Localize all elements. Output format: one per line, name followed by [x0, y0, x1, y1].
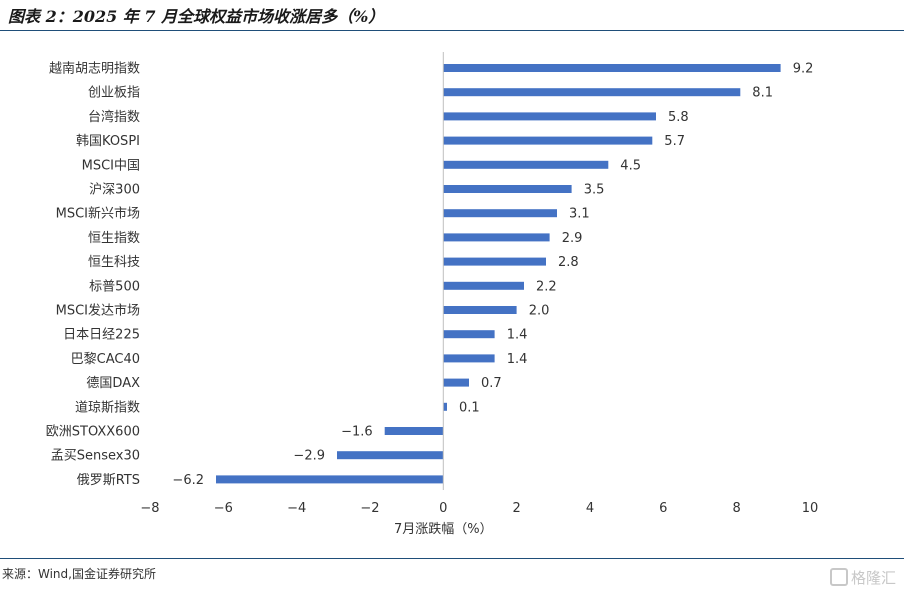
- x-tick-3: −2: [360, 501, 379, 516]
- x-tick-5: 2: [513, 501, 521, 516]
- x-tick-0: −8: [140, 501, 159, 516]
- category-label-2: 台湾指数: [88, 109, 140, 125]
- chart-title: 图表 2：2025 年 7 月全球权益市场收涨居多（%）: [8, 7, 385, 26]
- value-label-10: 2.0: [529, 304, 550, 319]
- x-tick-6: 4: [586, 501, 594, 516]
- bar-14: [443, 402, 447, 411]
- bar-0: [443, 64, 781, 72]
- bar-5: [443, 185, 572, 193]
- x-tick-8: 8: [733, 501, 741, 516]
- value-label-1: 8.1: [752, 86, 773, 101]
- bar-4: [443, 160, 609, 169]
- value-label-9: 2.2: [536, 279, 557, 294]
- category-label-1: 创业板指: [88, 86, 140, 101]
- category-label-15: 欧洲STOXX600: [46, 425, 140, 440]
- x-axis-title: 7月涨跌幅（%）: [394, 521, 493, 537]
- category-label-12: 巴黎CAC40: [71, 352, 140, 367]
- value-label-4: 4.5: [620, 158, 641, 173]
- category-label-5: 沪深300: [89, 182, 140, 198]
- value-label-6: 3.1: [569, 207, 590, 222]
- category-label-16: 孟买Sensex30: [51, 449, 140, 464]
- bar-10: [443, 306, 517, 314]
- value-label-17: −6.2: [172, 473, 204, 488]
- category-label-6: MSCI新兴市场: [56, 206, 140, 222]
- bar-13: [443, 378, 469, 387]
- x-tick-labels: −8 −6 −4 −2 0 2 4 6 8 10: [140, 501, 818, 516]
- watermark-logo-icon: [829, 568, 848, 586]
- top-rule: [0, 30, 904, 31]
- bar-16: [337, 451, 444, 460]
- category-label-17: 俄罗斯RTS: [77, 473, 140, 488]
- category-label-8: 恒生科技: [88, 255, 140, 270]
- bar-17: [216, 475, 444, 484]
- value-label-7: 2.9: [562, 231, 583, 246]
- value-label-2: 5.8: [668, 110, 689, 125]
- value-label-13: 0.7: [481, 376, 502, 391]
- value-label-14: 0.1: [459, 400, 480, 415]
- bar-15: [384, 427, 444, 435]
- x-tick-2: −4: [287, 501, 306, 516]
- category-label-13: 德国DAX: [86, 376, 140, 391]
- category-label-4: MSCI中国: [82, 158, 140, 173]
- bottom-rule: [0, 558, 904, 559]
- value-label-5: 3.5: [584, 183, 605, 198]
- bar-1: [443, 88, 741, 97]
- category-label-10: MSCI发达市场: [56, 303, 140, 319]
- category-label-14: 道琼斯指数: [75, 400, 140, 415]
- value-labels: 9.28.15.85.74.53.53.12.92.82.22.01.41.40…: [172, 62, 813, 488]
- category-label-3: 韩国KOSPI: [76, 134, 140, 149]
- x-tick-7: 6: [659, 501, 667, 516]
- bar-2: [443, 112, 656, 121]
- bar-9: [443, 281, 524, 290]
- bar-6: [443, 209, 557, 218]
- value-label-15: −1.6: [341, 425, 373, 440]
- value-label-16: −2.9: [293, 449, 325, 464]
- bar-3: [443, 136, 653, 145]
- category-label-9: 标普500: [89, 279, 140, 294]
- value-label-12: 1.4: [507, 352, 528, 367]
- value-label-3: 5.7: [664, 134, 685, 149]
- x-tick-4: 0: [439, 501, 447, 516]
- x-tick-1: −6: [214, 501, 233, 516]
- bar-7: [443, 233, 550, 242]
- category-label-7: 恒生指数: [88, 231, 140, 246]
- bars-group: [216, 64, 781, 484]
- bar-8: [443, 257, 546, 266]
- x-tick-9: 10: [802, 501, 819, 516]
- bar-11: [443, 330, 495, 339]
- category-label-11: 日本日经225: [63, 328, 140, 343]
- bar-12: [443, 354, 495, 363]
- watermark: 格隆汇: [829, 568, 896, 588]
- value-label-0: 9.2: [793, 62, 814, 77]
- category-label-0: 越南胡志明指数: [49, 61, 140, 77]
- value-label-11: 1.4: [507, 328, 528, 343]
- value-label-8: 2.8: [558, 255, 579, 270]
- watermark-text: 格隆汇: [850, 569, 896, 587]
- source-note: 来源：Wind,国金证券研究所: [2, 567, 156, 581]
